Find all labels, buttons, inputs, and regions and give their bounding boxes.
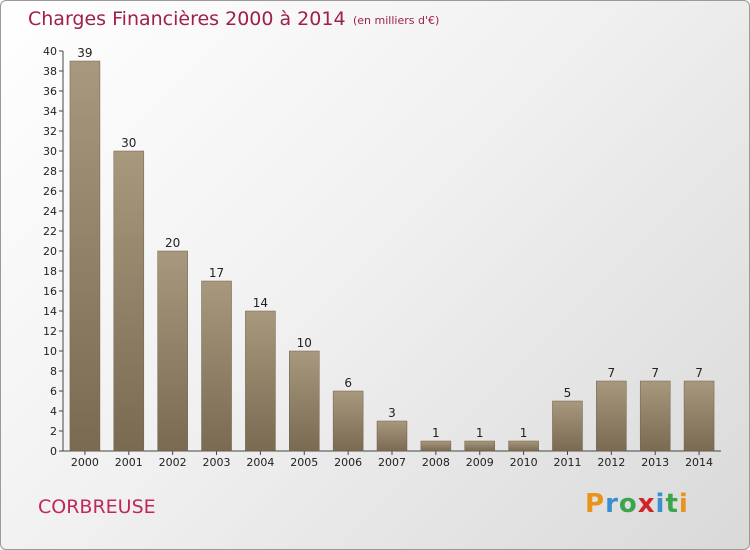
y-tick-label: 28 — [43, 165, 57, 178]
town-name: CORBREUSE — [38, 496, 156, 518]
y-tick-label: 38 — [43, 65, 57, 78]
bar — [420, 440, 452, 452]
y-tick-label: 14 — [43, 305, 57, 318]
bar-value-label: 10 — [297, 336, 312, 350]
bar — [69, 60, 101, 452]
bar-value-label: 6 — [344, 376, 352, 390]
y-tick-label: 34 — [43, 105, 57, 118]
bar — [245, 310, 276, 452]
bar — [552, 400, 583, 452]
bar-value-label: 39 — [77, 46, 92, 60]
x-tick-label: 2010 — [510, 456, 538, 469]
x-tick-label: 2006 — [334, 456, 362, 469]
y-tick-label: 4 — [50, 405, 57, 418]
bar — [376, 420, 408, 452]
x-tick-label: 2012 — [597, 456, 625, 469]
bar — [289, 350, 320, 452]
logo-letter: t — [665, 489, 679, 519]
bar-value-label: 1 — [432, 426, 440, 440]
x-tick-label: 2001 — [115, 456, 143, 469]
logo-letter: o — [618, 489, 638, 519]
bar-value-label: 30 — [121, 136, 136, 150]
x-tick-label: 2014 — [685, 456, 713, 469]
x-tick-label: 2004 — [246, 456, 274, 469]
logo-letter: i — [655, 489, 666, 519]
y-tick-label: 30 — [43, 145, 57, 158]
chart-title: Charges Financières 2000 à 2014 — [28, 8, 346, 30]
x-tick-label: 2000 — [71, 456, 99, 469]
bar-value-label: 7 — [608, 366, 616, 380]
bar-value-label: 7 — [695, 366, 703, 380]
x-tick-label: 2007 — [378, 456, 406, 469]
y-tick-label: 0 — [50, 445, 57, 458]
bar-value-label: 3 — [388, 406, 396, 420]
y-tick-label: 20 — [43, 245, 57, 258]
y-tick-label: 2 — [50, 425, 57, 438]
y-tick-label: 10 — [43, 345, 57, 358]
y-tick-label: 22 — [43, 225, 57, 238]
x-tick-label: 2013 — [641, 456, 669, 469]
bar-value-label: 20 — [165, 236, 180, 250]
logo-letter: x — [637, 489, 656, 519]
y-tick-label: 16 — [43, 285, 57, 298]
y-tick-label: 6 — [50, 385, 57, 398]
bar — [157, 250, 188, 452]
x-tick-label: 2005 — [290, 456, 318, 469]
y-tick-label: 32 — [43, 125, 57, 138]
bar-value-label: 14 — [253, 296, 268, 310]
bar — [508, 440, 539, 452]
y-tick-label: 12 — [43, 325, 57, 338]
bar-value-label: 1 — [476, 426, 484, 440]
y-tick-label: 36 — [43, 85, 57, 98]
bar — [596, 380, 627, 452]
x-tick-label: 2002 — [159, 456, 187, 469]
bar-value-label: 17 — [209, 266, 224, 280]
bar — [113, 150, 145, 452]
logo-letter: P — [585, 489, 606, 519]
bar-value-label: 5 — [564, 386, 572, 400]
x-tick-label: 2003 — [203, 456, 231, 469]
chart-subtitle: (en milliers d'€) — [353, 14, 440, 27]
x-tick-label: 2009 — [466, 456, 494, 469]
proxiti-logo: Proxiti — [585, 489, 689, 519]
logo-letter: i — [678, 489, 689, 519]
y-tick-label: 8 — [50, 365, 57, 378]
y-tick-label: 24 — [43, 205, 57, 218]
bar — [639, 380, 671, 452]
y-tick-label: 40 — [43, 45, 57, 58]
bar — [683, 380, 715, 452]
bar-value-label: 7 — [651, 366, 659, 380]
bar-value-label: 1 — [520, 426, 528, 440]
y-tick-label: 18 — [43, 265, 57, 278]
y-tick-label: 26 — [43, 185, 57, 198]
bar — [464, 440, 495, 452]
x-tick-label: 2008 — [422, 456, 450, 469]
bar — [201, 280, 232, 452]
bar — [332, 390, 364, 452]
logo-letter: r — [605, 489, 619, 519]
x-tick-label: 2011 — [553, 456, 581, 469]
